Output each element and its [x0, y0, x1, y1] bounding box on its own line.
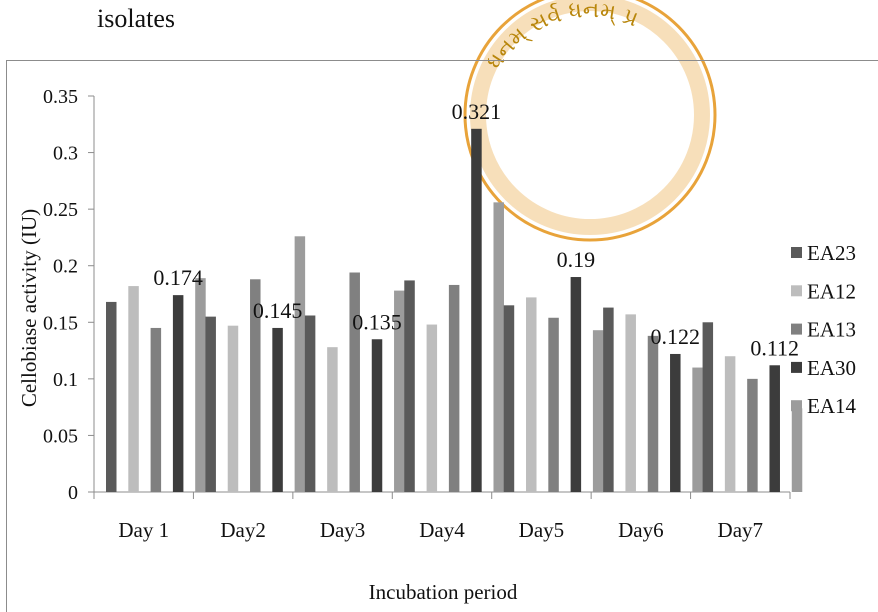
x-tick-label: Day 1: [118, 518, 169, 542]
legend-label-ea30: EA30: [807, 356, 856, 380]
y-tick-label: 0.05: [43, 425, 78, 447]
bar-ea23: [205, 316, 216, 492]
legend-swatch-ea23: [791, 247, 802, 258]
chart-frame: [6, 60, 878, 612]
legend: EA23 EA12 EA13 EA30 EA14: [791, 241, 856, 418]
y-tick-label: 0.2: [53, 256, 78, 278]
bar-ea14: [791, 408, 803, 492]
bars: [106, 128, 803, 492]
y-tick-label: 0: [68, 482, 78, 504]
bar-ea13: [250, 279, 261, 492]
y-tick-label: 0.25: [43, 199, 78, 221]
bar-ea12: [327, 347, 338, 492]
header-caption: isolates: [97, 4, 175, 33]
y-tick-label: 0.35: [43, 86, 78, 108]
bar-ea23: [106, 301, 117, 492]
bar-ea30: [172, 295, 184, 492]
bar-ea14: [592, 330, 604, 492]
bar-ea30: [769, 365, 780, 492]
x-tick-label: Day2: [220, 518, 266, 542]
legend-swatch-ea12: [791, 285, 802, 297]
data-label: 0.112: [750, 335, 799, 360]
legend-swatch-ea13: [791, 323, 802, 335]
y-axis-label: Cellobiase activity (IU): [17, 209, 41, 407]
data-label: 0.174: [153, 265, 203, 290]
bar-ea14: [394, 290, 405, 492]
bar-ea13: [150, 327, 162, 492]
y-axis: 0 0.05 0.1 0.15 0.2 0.25 0.3 0.35: [43, 86, 95, 504]
legend-label-ea14: EA14: [807, 394, 856, 418]
y-tick-label: 0.1: [53, 369, 78, 391]
bar-ea12: [724, 356, 736, 492]
bar-ea13: [747, 378, 758, 492]
x-axis-label: Incubation period: [369, 580, 518, 604]
bar-ea13: [448, 284, 460, 492]
data-label: 0.122: [651, 324, 701, 349]
y-tick-label: 0.15: [43, 312, 78, 334]
data-labels: 0.174 0.145 0.135 0.321 0.19 0.122 0.112: [153, 99, 799, 360]
legend-swatch-ea30: [791, 361, 802, 373]
bar-ea30: [471, 128, 482, 492]
x-axis: Day 1 Day2 Day3 Day4 Day5 Day6 Day7: [93, 491, 791, 542]
bar-ea30: [272, 327, 283, 492]
x-tick-label: Day5: [519, 518, 565, 542]
data-label: 0.19: [557, 247, 596, 272]
bar-ea23: [702, 322, 714, 492]
bar-ea12: [526, 297, 537, 492]
bar-ea30: [371, 339, 383, 492]
data-label: 0.145: [253, 298, 303, 323]
x-tick-label: Day6: [618, 518, 664, 542]
x-tick-label: Day7: [718, 518, 764, 542]
x-tick-label: Day4: [419, 518, 465, 542]
bar-ea13: [647, 335, 659, 492]
bar-ea14: [493, 202, 504, 492]
data-label: 0.321: [452, 99, 502, 124]
data-label: 0.135: [352, 309, 402, 334]
legend-swatch-ea14: [791, 400, 802, 412]
seal-ring: [463, 0, 717, 242]
bar-ea12: [625, 314, 636, 492]
bar-ea13: [548, 317, 559, 492]
bar-ea12: [227, 325, 239, 492]
bar-ea12: [128, 286, 139, 492]
bar-ea23: [503, 305, 515, 492]
bar-ea23: [304, 315, 316, 492]
bar-ea23: [603, 307, 614, 492]
bar-ea30: [670, 353, 681, 492]
bar-ea14: [692, 367, 703, 492]
bar-ea13: [349, 272, 360, 492]
y-tick-label: 0.3: [53, 143, 78, 165]
legend-label-ea13: EA13: [807, 318, 856, 342]
bar-ea12: [426, 324, 438, 492]
legend-label-ea12: EA12: [807, 279, 856, 303]
bar-ea14: [294, 236, 306, 492]
bar-ea23: [404, 280, 415, 492]
bar-ea30: [570, 277, 582, 492]
legend-label-ea23: EA23: [807, 241, 856, 265]
x-tick-label: Day3: [320, 518, 366, 542]
bar-ea14: [195, 278, 206, 492]
